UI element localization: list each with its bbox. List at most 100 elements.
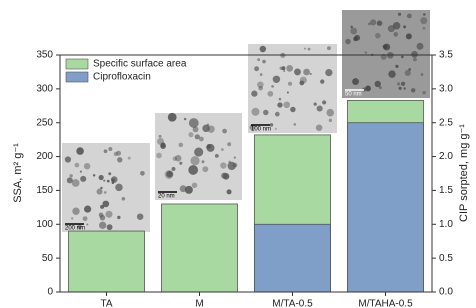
tem-particle	[294, 123, 297, 126]
tem-particle	[365, 86, 371, 92]
tem-particle	[420, 17, 427, 24]
y2-tick-label: 1.5	[439, 185, 453, 196]
tem-particle	[78, 149, 80, 151]
tem-particle	[254, 66, 259, 71]
tem-particle	[397, 82, 400, 85]
tem-particle	[379, 86, 382, 89]
tem-image	[155, 113, 242, 200]
tem-particle	[283, 101, 290, 108]
tem-particle	[316, 124, 323, 131]
tem-particle	[263, 110, 268, 115]
tem-image	[248, 44, 337, 133]
tem-particle	[352, 78, 359, 85]
tem-particle	[65, 156, 71, 162]
tem-particle	[188, 165, 198, 175]
x-tick-label: TA	[100, 299, 112, 308]
y2-tick-label: 2.5	[439, 117, 453, 128]
tem-particle	[354, 35, 360, 41]
tem-particle	[423, 27, 426, 30]
tem-particle	[388, 25, 395, 32]
tem-particle	[286, 65, 293, 72]
tem-image	[342, 10, 430, 98]
y2-tick-label: 1.0	[439, 219, 453, 230]
y2-tick-label: 3.0	[439, 83, 453, 94]
tem-particle	[112, 181, 115, 184]
tem-particle	[279, 67, 282, 70]
tem-particle	[69, 174, 72, 177]
tem-particle	[72, 179, 80, 187]
tem-particle	[317, 105, 323, 111]
tem-particle	[413, 58, 417, 62]
tem-particle	[140, 171, 145, 176]
y-tick-label: 50	[42, 253, 54, 264]
tem-particle	[199, 137, 204, 142]
tem-particle	[327, 46, 331, 50]
tem-particle	[303, 69, 310, 76]
y-tick-label: 100	[36, 219, 53, 230]
tem-particle	[80, 171, 82, 173]
tem-particle	[403, 25, 406, 28]
bar	[69, 231, 145, 292]
tem-particle	[166, 171, 173, 178]
tem-particle	[406, 33, 412, 39]
tem-particle	[222, 129, 227, 134]
tem-particle	[97, 189, 103, 195]
legend-label: Specific surface area	[93, 59, 187, 70]
tem-particle	[157, 138, 164, 145]
tem-particle	[201, 160, 204, 163]
tem-particle	[168, 113, 177, 122]
tem-particle	[122, 197, 126, 201]
tem-particle	[104, 149, 108, 153]
tem-particle	[72, 208, 79, 215]
bar	[348, 123, 424, 292]
tem-particle	[105, 211, 112, 218]
tem-particle	[375, 81, 381, 87]
tem-particle	[308, 48, 311, 51]
tem-particle	[377, 20, 382, 25]
y-tick-label: 0	[47, 287, 53, 298]
tem-particle	[184, 118, 186, 120]
tem-particle	[325, 69, 332, 76]
y2-tick-label: 0.5	[439, 253, 453, 264]
tem-particle	[172, 167, 176, 171]
tem-particle	[275, 128, 277, 130]
tem-particle	[277, 102, 282, 107]
y2-axis-label: CIP sorpted, mg g⁻¹	[458, 124, 470, 222]
tem-particle	[108, 172, 111, 175]
tem-particle	[234, 157, 236, 159]
tem-particle	[84, 163, 90, 169]
tem-particle	[117, 216, 120, 219]
tem-particle	[159, 135, 162, 138]
tem-particle	[275, 112, 280, 117]
y-tick-label: 300	[36, 83, 53, 94]
tem-particle	[108, 147, 112, 151]
tem-particle	[84, 206, 91, 213]
chart: SSA, m² g⁻¹ CIP sorpted, mg g⁻¹ 200 nm20…	[0, 0, 476, 308]
tem-particle	[326, 109, 334, 117]
tem-particle	[279, 98, 282, 101]
tem-particle	[365, 51, 367, 53]
tem-particle	[310, 73, 312, 75]
y-tick-label: 250	[36, 117, 53, 128]
scale-bar-label: 50 nm	[345, 92, 362, 98]
tem-particle	[257, 81, 264, 88]
x-tick-label: M	[195, 299, 203, 308]
tem-particle	[179, 143, 184, 148]
tem-particle	[401, 56, 404, 59]
tem-particle	[107, 224, 113, 230]
tem-particle	[189, 118, 199, 128]
tem-particle	[193, 126, 199, 132]
tem-particle	[207, 144, 211, 148]
tem-particle	[300, 77, 307, 84]
tem-particle	[273, 76, 280, 83]
tem-particle	[223, 173, 230, 180]
tem-particle	[102, 201, 109, 208]
legend-label: Ciprofloxacin	[93, 72, 151, 83]
tem-particle	[179, 162, 182, 165]
tem-particle	[192, 182, 198, 188]
tem-particle	[107, 180, 110, 183]
tem-particle	[137, 213, 143, 219]
tem-particle	[271, 85, 274, 88]
tem-particle	[185, 186, 193, 194]
tem-particle	[115, 184, 122, 191]
